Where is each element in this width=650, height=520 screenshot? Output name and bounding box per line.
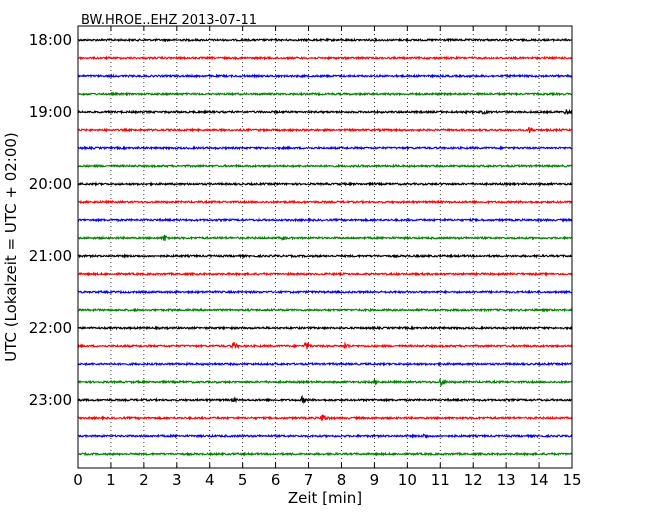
trace-2045 [77,234,573,242]
x-tick-label: 11 [431,471,450,489]
trace-2115 [77,271,573,277]
x-tick-label: 9 [370,471,380,489]
x-tick-label: 12 [464,471,483,489]
x-tick-label: 0 [73,471,83,489]
plot-frame [77,25,573,469]
y-tick-label: 23:00 [29,391,72,409]
trace-1945 [77,163,573,169]
trace-2245 [77,378,573,387]
trace-2200 [77,325,573,331]
x-tick-label: 3 [172,471,182,489]
x-axis-label: Zeit [min] [288,489,362,507]
x-tick-label: 5 [238,471,248,489]
trace-2030 [77,217,573,223]
traces [77,37,573,457]
x-tick-label: 1 [106,471,116,489]
y-tick-label: 20:00 [29,175,72,193]
y-axis-label: UTC (Lokalzeit = UTC + 02:00) [2,132,20,362]
trace-1930 [77,145,573,151]
x-tick-label: 13 [497,471,516,489]
x-tick-label: 10 [398,471,417,489]
x-tick-label: 2 [139,471,149,489]
trace-2145 [77,307,573,313]
trace-1800 [77,37,573,43]
x-tick-label: 7 [304,471,314,489]
trace-2015 [77,199,573,205]
trace-2000 [77,181,573,187]
y-tick-label: 21:00 [29,247,72,265]
x-tick-label: 15 [562,471,581,489]
x-tick-label: 4 [205,471,215,489]
trace-2330 [77,433,573,439]
trace-1815 [77,55,573,61]
trace-2130 [77,289,573,295]
trace-2300 [77,394,573,405]
x-ticks: 0 1 2 3 4 5 6 7 8 9 10 11 12 13 14 15 [73,26,582,489]
trace-1845 [77,91,573,97]
trace-2100 [77,253,573,259]
grid [110,26,540,468]
trace-1915 [77,126,573,134]
x-tick-label: 14 [530,471,549,489]
y-tick-label: 22:00 [29,319,72,337]
x-tick-label: 8 [337,471,347,489]
x-tick-label: 6 [271,471,281,489]
chart-title: BW.HROE..EHZ 2013-07-11 [81,13,257,28]
trace-2230 [77,361,573,367]
y-ticks: 18:00 19:00 20:00 21:00 22:00 23:00 [29,31,572,409]
trace-2315 [77,414,573,421]
y-tick-label: 18:00 [29,31,72,49]
y-tick-label: 19:00 [29,103,72,121]
trace-1900 [77,108,573,116]
trace-1830 [77,73,573,79]
trace-2345 [77,451,573,457]
trace-2215 [77,341,573,350]
